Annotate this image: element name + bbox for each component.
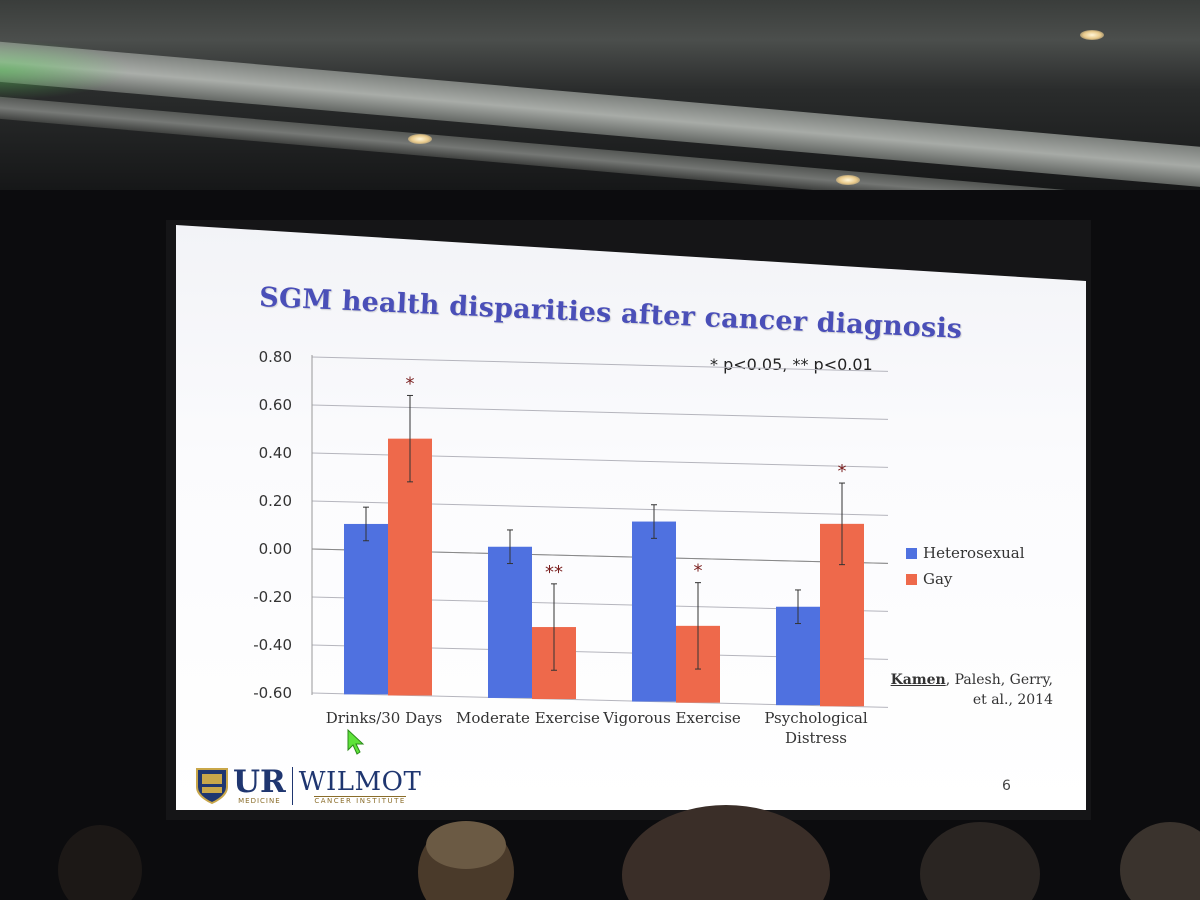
logo-medicine-text: MEDICINE	[238, 797, 281, 805]
legend-entry-gay: Gay	[906, 566, 1025, 592]
legend-label-gay: Gay	[923, 570, 953, 588]
audience-hair	[426, 821, 506, 869]
citation: Kamen, Palesh, Gerry, et al., 2014	[878, 670, 1053, 710]
gridline	[311, 356, 889, 372]
ceiling-light	[408, 134, 432, 144]
pointer-cursor-icon	[347, 728, 365, 755]
audience-head	[1120, 822, 1200, 900]
logo-cancer-institute-text: CANCER INSTITUTE	[314, 795, 406, 805]
legend-label-heterosexual: Heterosexual	[923, 544, 1025, 562]
y-tick-label: 0.00	[259, 540, 292, 558]
chart-legend: Heterosexual Gay	[906, 540, 1025, 592]
y-tick-label: 0.60	[259, 396, 292, 414]
citation-lead-author: Kamen	[890, 672, 946, 688]
bar-heterosexual-0	[344, 523, 388, 695]
citation-coauthors: , Palesh, Gerry,	[945, 672, 1053, 688]
significance-note: * p<0.05, ** p<0.01	[710, 355, 873, 374]
slide-page-number: 6	[1002, 778, 1011, 794]
shield-icon	[196, 768, 228, 805]
ceiling-light	[1080, 30, 1104, 40]
logo-divider	[291, 767, 293, 805]
bar-heterosexual-1	[488, 546, 532, 698]
slide	[176, 225, 1086, 810]
y-tick-label: 0.80	[259, 348, 292, 366]
y-tick-label: 0.20	[259, 492, 292, 510]
x-category-label: Moderate Exercise	[456, 709, 600, 727]
x-category-label: Drinks/30 Days	[326, 709, 443, 727]
bar-heterosexual-2	[632, 521, 676, 702]
audience-head	[920, 822, 1040, 900]
y-tick-label: -0.40	[253, 636, 292, 654]
logo-wilmot-text: WILMOT	[298, 766, 422, 797]
audience-head	[622, 805, 830, 900]
y-tick-label: -0.20	[253, 588, 292, 606]
significance-marker: *	[838, 461, 847, 482]
legend-swatch-gay	[906, 573, 917, 585]
y-tick-label: -0.60	[253, 684, 292, 702]
x-category-label: Vigorous Exercise	[602, 709, 741, 727]
ur-wilmot-logo: UR MEDICINE WILMOT CANCER INSTITUTE	[195, 765, 421, 807]
logo-ur-text: UR	[233, 764, 286, 800]
legend-swatch-heterosexual	[906, 547, 917, 559]
significance-marker: **	[545, 562, 563, 583]
significance-marker: *	[694, 561, 703, 582]
audience-head	[58, 825, 142, 900]
y-tick-label: 0.40	[259, 444, 292, 462]
citation-year: et al., 2014	[972, 692, 1053, 708]
ceiling	[0, 0, 1200, 227]
x-category-label: Psychological	[764, 709, 868, 727]
x-category-label: Distress	[785, 729, 847, 747]
gridline	[311, 404, 889, 420]
legend-entry-heterosexual: Heterosexual	[906, 540, 1025, 566]
significance-marker: *	[406, 373, 415, 394]
green-light-glow	[0, 40, 130, 100]
ceiling-light	[836, 175, 860, 185]
